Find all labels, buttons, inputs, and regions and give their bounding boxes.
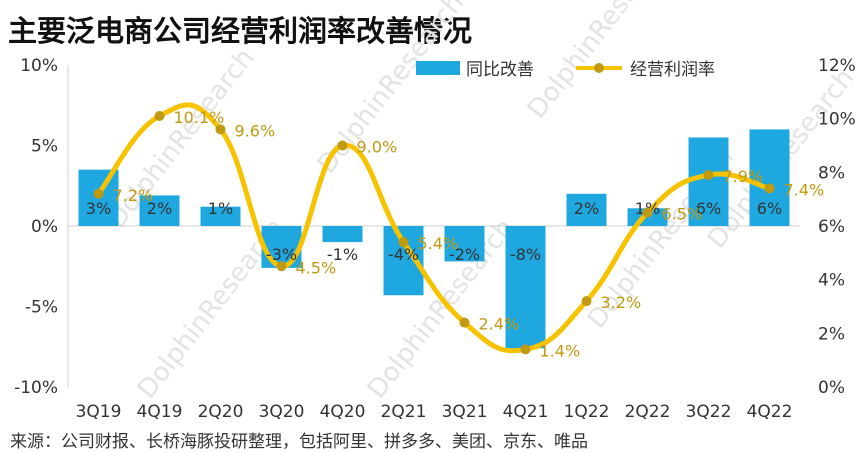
legend-label-bars: 同比改善 bbox=[466, 60, 534, 80]
line-value-label: 10.1% bbox=[174, 108, 225, 127]
bar bbox=[505, 226, 546, 349]
line-point bbox=[642, 207, 653, 218]
bar-value-label: -2% bbox=[449, 245, 480, 264]
line-value-label: 4.5% bbox=[296, 258, 337, 277]
bar-value-label: 2% bbox=[574, 199, 599, 218]
left-tick-label: 5% bbox=[31, 137, 58, 157]
chart-title: 主要泛电商公司经营利润率改善情况 bbox=[8, 14, 473, 48]
bar bbox=[139, 195, 180, 226]
right-tick-label: 12% bbox=[818, 56, 856, 76]
right-tick-label: 2% bbox=[818, 324, 845, 344]
x-tick-label: 1Q22 bbox=[564, 402, 610, 422]
left-tick-label: -5% bbox=[25, 298, 58, 318]
line-value-label: 7.4% bbox=[784, 180, 825, 199]
line-value-label: 9.6% bbox=[235, 121, 276, 140]
bar bbox=[688, 137, 729, 226]
x-tick-label: 2Q22 bbox=[625, 402, 671, 422]
bar bbox=[322, 226, 363, 243]
x-tick-label: 2Q20 bbox=[198, 402, 244, 422]
line-point bbox=[764, 183, 775, 194]
line-point bbox=[520, 344, 531, 355]
right-tick-label: 4% bbox=[818, 271, 845, 291]
line-value-label: 7.2% bbox=[113, 186, 154, 205]
right-tick-label: 10% bbox=[818, 110, 856, 130]
bar bbox=[566, 193, 607, 226]
left-tick-label: -10% bbox=[14, 378, 58, 398]
bar-value-label: -4% bbox=[388, 245, 419, 264]
line-point bbox=[337, 140, 348, 151]
line-point bbox=[581, 296, 592, 307]
x-tick-label: 3Q20 bbox=[259, 402, 305, 422]
x-tick-label: 3Q22 bbox=[686, 402, 732, 422]
legend-label-line: 经营利润率 bbox=[630, 60, 715, 80]
source-note: 来源：公司财报、长桥海豚投研整理，包括阿里、拼多多、美团、京东、唯品 bbox=[10, 432, 588, 452]
left-tick-label: 10% bbox=[20, 56, 58, 76]
line-point bbox=[398, 237, 409, 248]
right-tick-label: 8% bbox=[818, 163, 845, 183]
x-tick-label: 3Q19 bbox=[76, 402, 122, 422]
legend-swatch-bars bbox=[416, 61, 460, 75]
bar bbox=[444, 226, 485, 262]
bar-value-label: 6% bbox=[696, 199, 721, 218]
legend-swatch-marker bbox=[594, 63, 604, 73]
line-value-label: 3.2% bbox=[601, 293, 642, 312]
line-value-label: 9.0% bbox=[357, 138, 398, 157]
right-tick-label: 6% bbox=[818, 217, 845, 237]
x-tick-label: 3Q21 bbox=[442, 402, 488, 422]
line-point bbox=[703, 170, 714, 181]
x-tick-label: 4Q19 bbox=[137, 402, 183, 422]
line-value-label: 2.4% bbox=[479, 315, 520, 334]
x-tick-label: 4Q20 bbox=[320, 402, 366, 422]
bar-value-label: 2% bbox=[147, 199, 172, 218]
line-value-label: 7.9% bbox=[723, 167, 764, 186]
bar-value-label: 3% bbox=[86, 199, 111, 218]
line-value-label: 5.4% bbox=[418, 234, 459, 253]
line-point bbox=[276, 261, 287, 272]
bar-value-label: -8% bbox=[510, 245, 541, 264]
line-point bbox=[215, 124, 226, 135]
bar-value-label: 6% bbox=[757, 199, 782, 218]
bar-value-label: -3% bbox=[266, 245, 297, 264]
line-value-label: 6.5% bbox=[662, 205, 703, 224]
x-tick-label: 2Q21 bbox=[381, 402, 427, 422]
left-tick-label: 0% bbox=[31, 217, 58, 237]
x-tick-label: 4Q21 bbox=[503, 402, 549, 422]
line-value-label: 1.4% bbox=[540, 341, 581, 360]
right-tick-label: 0% bbox=[818, 378, 845, 398]
line-point bbox=[154, 110, 165, 121]
line-point bbox=[459, 317, 470, 328]
bar-value-label: -1% bbox=[327, 245, 358, 264]
bar-value-label: 1% bbox=[208, 199, 233, 218]
bar bbox=[200, 206, 241, 226]
bar bbox=[749, 129, 790, 226]
x-tick-label: 4Q22 bbox=[747, 402, 793, 422]
line-point bbox=[93, 188, 104, 199]
